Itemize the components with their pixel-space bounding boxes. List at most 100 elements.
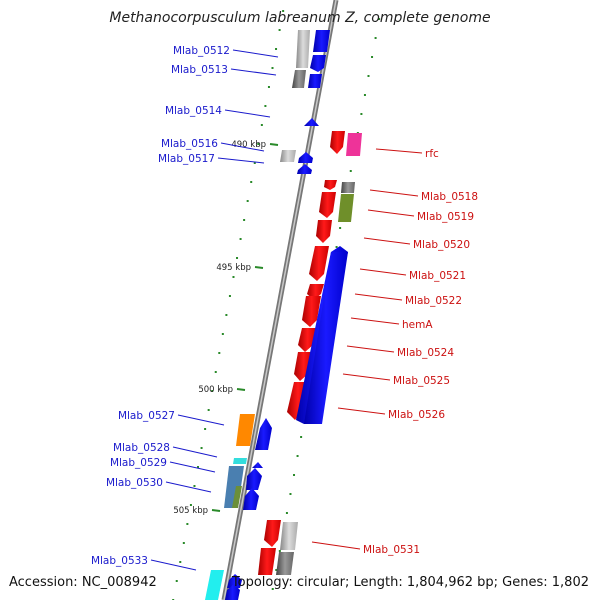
gene-label[interactable]: Mlab_0513	[171, 64, 228, 76]
tick-dot	[214, 371, 217, 373]
gene-leader-line	[354, 293, 403, 301]
gene-shape	[338, 194, 354, 222]
tick-dot	[296, 455, 299, 457]
gene-shape	[308, 74, 322, 88]
tick-dot	[282, 10, 285, 12]
tick-dot	[175, 580, 178, 582]
gene-label[interactable]: Mlab_0527	[118, 410, 175, 422]
tick-dot	[275, 569, 278, 571]
kbp-label: 495 kbp	[216, 263, 251, 273]
gene-shape	[341, 182, 355, 193]
gene-label[interactable]: Mlab_0518	[421, 191, 478, 203]
tick-dot	[250, 181, 253, 183]
gene-label[interactable]: Mlab_0533	[91, 555, 148, 567]
gene-label[interactable]: Mlab_0514	[165, 105, 222, 117]
gene-label[interactable]: rfc	[425, 148, 439, 160]
gene-shape	[298, 328, 317, 352]
gene-shape	[233, 458, 247, 464]
tick-dot	[300, 436, 303, 438]
gene-shape	[319, 192, 336, 218]
gene-shape	[205, 570, 224, 600]
gene-shape	[298, 152, 313, 163]
gene-shape	[258, 548, 276, 575]
gene-leader-line	[224, 109, 271, 118]
gene-label[interactable]: Mlab_0525	[393, 375, 450, 387]
gene-shape	[313, 30, 330, 52]
gene-label[interactable]: Mlab_0531	[363, 544, 420, 556]
gene-shape	[243, 488, 259, 510]
tick-dot	[335, 246, 338, 248]
gene-shape	[330, 131, 345, 154]
kbp-tick	[254, 266, 264, 269]
gene-blocks-left	[205, 30, 330, 600]
gene-leader-line	[346, 345, 395, 353]
gene-labels-left: Mlab_0512 Mlab_0513 Mlab_0514 Mlab_0516 Mlab…	[91, 45, 279, 571]
gene-leader-line	[367, 209, 415, 217]
tick-dot	[363, 94, 366, 96]
gene-leader-line	[172, 446, 218, 458]
gene-leader-line	[337, 407, 386, 415]
tick-dot	[236, 257, 239, 259]
gene-leader-line	[169, 461, 216, 473]
gene-shape	[324, 180, 337, 190]
tick-dot	[179, 561, 182, 563]
kbp-tick	[236, 388, 246, 391]
tick-dot	[239, 238, 242, 240]
tick-dot	[278, 29, 281, 31]
tick-dot	[225, 314, 228, 316]
kbp-label: 505 kbp	[173, 506, 208, 516]
tick-dot	[278, 550, 281, 552]
gene-shape	[225, 584, 240, 600]
tick-dot	[339, 227, 342, 229]
gene-label[interactable]: Mlab_0522	[405, 295, 462, 307]
gene-label[interactable]: Mlab_0516	[161, 138, 218, 150]
tick-dot	[232, 276, 235, 278]
gene-shape	[276, 552, 294, 575]
kbp-marks: 490 kbp 495 kbp 500 kbp 505 kbp	[173, 140, 279, 516]
gene-label[interactable]: Mlab_0529	[110, 457, 167, 469]
gene-label[interactable]: Mlab_0517	[158, 153, 215, 165]
gene-label[interactable]: Mlab_0526	[388, 409, 445, 421]
page-title: Methanocorpusculum labreanum Z, complete…	[109, 10, 490, 26]
tick-dot	[360, 113, 363, 115]
gene-leader-line	[220, 142, 265, 152]
tick-dot	[264, 105, 267, 107]
gene-label[interactable]: Mlab_0530	[106, 477, 163, 489]
gene-label[interactable]: Mlab_0512	[173, 45, 230, 57]
tick-dot	[186, 523, 189, 525]
gene-label[interactable]: Mlab_0519	[417, 211, 474, 223]
gene-shape	[264, 520, 281, 547]
kbp-label: 500 kbp	[198, 385, 233, 395]
gene-leader-line	[232, 49, 279, 58]
gene-leader-line	[177, 414, 225, 426]
tick-dot	[189, 504, 192, 506]
gene-label[interactable]: Mlab_0520	[413, 239, 470, 251]
tick-dot	[267, 86, 270, 88]
gene-labels-right: rfc Mlab_0518 Mlab_0519 Mlab_0520 Mlab_0521 M…	[311, 148, 478, 556]
gene-shape	[310, 55, 326, 72]
tick-dot	[260, 124, 263, 126]
gene-leader-line	[369, 189, 419, 197]
gene-leader-line	[375, 148, 423, 154]
gene-leader-line	[359, 268, 407, 276]
tick-dot	[243, 219, 246, 221]
tick-dot	[200, 447, 203, 449]
tick-dot	[221, 333, 224, 335]
gene-label[interactable]: hemA	[402, 319, 433, 331]
topology-text: Topology: circular; Length: 1,804,962 bp…	[231, 575, 589, 590]
tick-dot	[211, 390, 214, 392]
gene-label[interactable]: Mlab_0528	[113, 442, 170, 454]
gene-leader-line	[350, 317, 400, 325]
gene-label[interactable]: Mlab_0524	[397, 347, 454, 359]
tick-dot	[271, 588, 274, 590]
tick-dot	[378, 18, 381, 20]
tick-dot	[182, 542, 185, 544]
kbp-label: 490 kbp	[231, 140, 266, 150]
gene-shape	[280, 522, 298, 550]
gene-label[interactable]: Mlab_0521	[409, 270, 466, 282]
gene-leader-line	[217, 157, 265, 164]
kbp-tick	[211, 509, 221, 512]
gene-leader-line	[311, 541, 361, 550]
gene-shape	[294, 352, 313, 381]
gene-leader-line	[150, 559, 197, 571]
